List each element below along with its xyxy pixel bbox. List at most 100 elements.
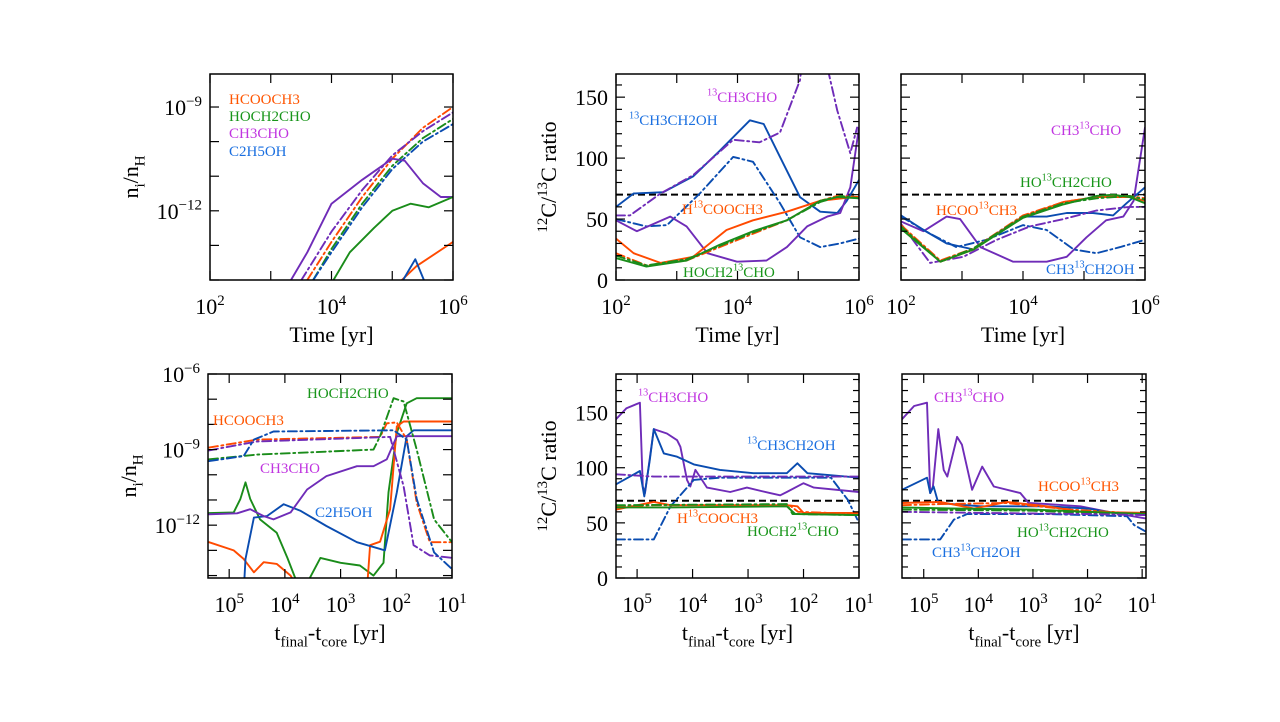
x-tick-label: 104: [964, 591, 994, 617]
y-tick-label: 50: [586, 511, 608, 536]
annotation-ch3cho: 13CH3CHO: [707, 88, 777, 106]
x-axis-label: tfinal-tcore [yr]: [968, 620, 1079, 651]
series-ch3cho-dashdot: [616, 74, 859, 217]
panel-1: 102 104 106 10−9 10−12 Time [yr] ni/nH HCOOCH3H…: [118, 73, 468, 347]
y-tick-label: 10−12: [155, 512, 200, 538]
annotation-ch3cho: CH3CHO: [229, 126, 289, 142]
y-axis-label: ni/nH: [116, 454, 147, 497]
annotation-hoch2cho: HO13CH2CHO: [1017, 523, 1109, 541]
annotation-hcooch3: H13COOCH3: [677, 509, 758, 527]
series-hoch2cho-dashdot: [208, 397, 452, 544]
y-axis-label: ni/nH: [118, 155, 149, 198]
y-axis-label: 12C/13C ratio: [535, 420, 561, 531]
series-hcooch3-solid: [400, 240, 453, 280]
x-tick-label: 106: [844, 293, 874, 319]
plot-area: [208, 397, 452, 578]
series-ch3cho-solid: [616, 126, 859, 263]
series-c2h5oh-dashdot: [616, 155, 859, 249]
annotation-hcooch3: HCOOCH3: [229, 92, 300, 108]
annotation-c2h5oh: 13CH3CH2OH: [747, 436, 836, 454]
x-tick-label: 105: [214, 591, 243, 617]
y-tick-label: 100: [575, 456, 608, 481]
panel-4: 105 104 103 102 101 10−6 10−9 10−12 tfinal-tcore…: [116, 361, 467, 651]
x-tick-label: 103: [326, 591, 355, 617]
series-c2h5oh-dashdot: [901, 215, 1145, 255]
series-hoch2cho-dashdot: [901, 194, 1145, 263]
plot-area: [616, 401, 859, 541]
x-axis-label: tfinal-tcore [yr]: [274, 620, 385, 651]
y-tick-label: 150: [575, 85, 608, 110]
axes-frame: [209, 73, 454, 281]
axes-frame: [900, 73, 1146, 281]
y-tick-label: 50: [586, 207, 608, 232]
x-tick-label: 102: [601, 293, 630, 319]
series-ch3cho-dashdot: [616, 473, 859, 478]
series-c2h5oh-dashdot: [208, 429, 452, 571]
annotation-c2h5oh: CH313CH2OH: [1046, 260, 1135, 278]
x-tick-label: 101: [1127, 591, 1156, 617]
annotation-c2h5oh: 13CH3CH2OH: [629, 111, 718, 129]
annotation-c2h5oh: CH313CH2OH: [932, 543, 1021, 561]
series-c2h5oh-dashdot: [616, 476, 859, 541]
y-axis-label: 12C/13C ratio: [535, 121, 561, 232]
x-tick-label: 103: [733, 591, 762, 617]
plot-area: [902, 401, 1146, 541]
x-tick-label: 102: [1073, 591, 1102, 617]
annotation-ch3cho: 13CH3CHO: [638, 388, 708, 406]
annotation-ch3cho: CH313CHO: [1051, 121, 1121, 139]
series-ch3cho-dashdot: [208, 435, 452, 559]
axes-frame: [615, 373, 860, 579]
x-tick-label: 104: [1008, 293, 1038, 319]
y-tick-label: 10−9: [162, 436, 200, 462]
panel-6: 105 104 103 102 101 tfinal-tcore [yr] CH313CHO…: [901, 373, 1157, 651]
x-axis-label: Time [yr]: [289, 322, 373, 347]
x-tick-label: 106: [438, 293, 468, 319]
x-tick-label: 104: [317, 293, 347, 319]
y-tick-label: 100: [575, 146, 608, 171]
annotation-hoch2cho: HOCH2CHO: [307, 386, 389, 402]
plot-area: [616, 74, 859, 268]
series-c2h5oh-dashdot: [312, 123, 453, 280]
plot-area: [901, 126, 1145, 264]
series-hoch2cho-solid: [332, 196, 453, 280]
series-hoch2cho-dashdot: [616, 503, 859, 517]
annotation-ch3cho: CH313CHO: [934, 388, 1004, 406]
series-hcooch3-dashdot: [616, 194, 859, 267]
annotation-hcooch3: HCOO13CH3: [1038, 477, 1119, 495]
series-ch3cho-solid: [289, 157, 453, 280]
x-tick-label: 103: [1018, 591, 1047, 617]
y-tick-label: 10−6: [162, 361, 200, 387]
annotation-c2h5oh: C2H5OH: [229, 144, 287, 160]
panel-3: 102 104 106 Time [yr] CH313CHO HO13CH2CHOHCOO…: [886, 73, 1160, 347]
x-axis-label: tfinal-tcore [yr]: [682, 620, 793, 651]
series-hcooch3-dashdot: [208, 421, 452, 544]
series-c2h5oh-solid: [401, 258, 425, 280]
annotation-hoch2cho: HO13CH2CHO: [1020, 173, 1112, 191]
series-c2h5oh-dashdot: [902, 513, 1146, 541]
ticks: [616, 374, 860, 579]
x-tick-label: 102: [382, 591, 411, 617]
axes-frame: [901, 373, 1147, 579]
panel-2: 102 104 106 0 50 100 150 Time [yr] 12C/13C ratio…: [535, 73, 874, 347]
panel-5: 105 104 103 102 101 0 50 100 150 tfinal-tcore [yr…: [535, 373, 874, 651]
axes-frame: [207, 373, 453, 579]
x-tick-label: 102: [886, 293, 915, 319]
series-hoch2cho-dashdot: [616, 194, 859, 267]
annotation-hoch2cho: HOCH2CHO: [229, 109, 311, 125]
y-tick-label: 0: [597, 566, 608, 591]
y-tick-label: 10−9: [164, 94, 202, 120]
annotation-hcooch3: H13COOCH3: [682, 200, 763, 218]
series-ch3cho-solid: [901, 126, 1145, 263]
series-ch3cho-solid: [208, 435, 452, 521]
x-tick-label: 104: [270, 591, 300, 617]
annotation-c2h5oh: C2H5OH: [315, 505, 373, 521]
annotation-hcooch3: HCOOCH3: [213, 413, 284, 429]
x-tick-label: 101: [844, 591, 873, 617]
series-hcooch3-dashdot: [902, 502, 1146, 515]
series-c2h5oh-solid: [616, 428, 859, 498]
x-tick-label: 102: [789, 591, 818, 617]
annotation-hoch2cho: HOCH213CHO: [747, 522, 839, 540]
series-ch3cho-dashdot: [300, 111, 453, 280]
series-hcooch3-dashdot: [306, 106, 453, 280]
